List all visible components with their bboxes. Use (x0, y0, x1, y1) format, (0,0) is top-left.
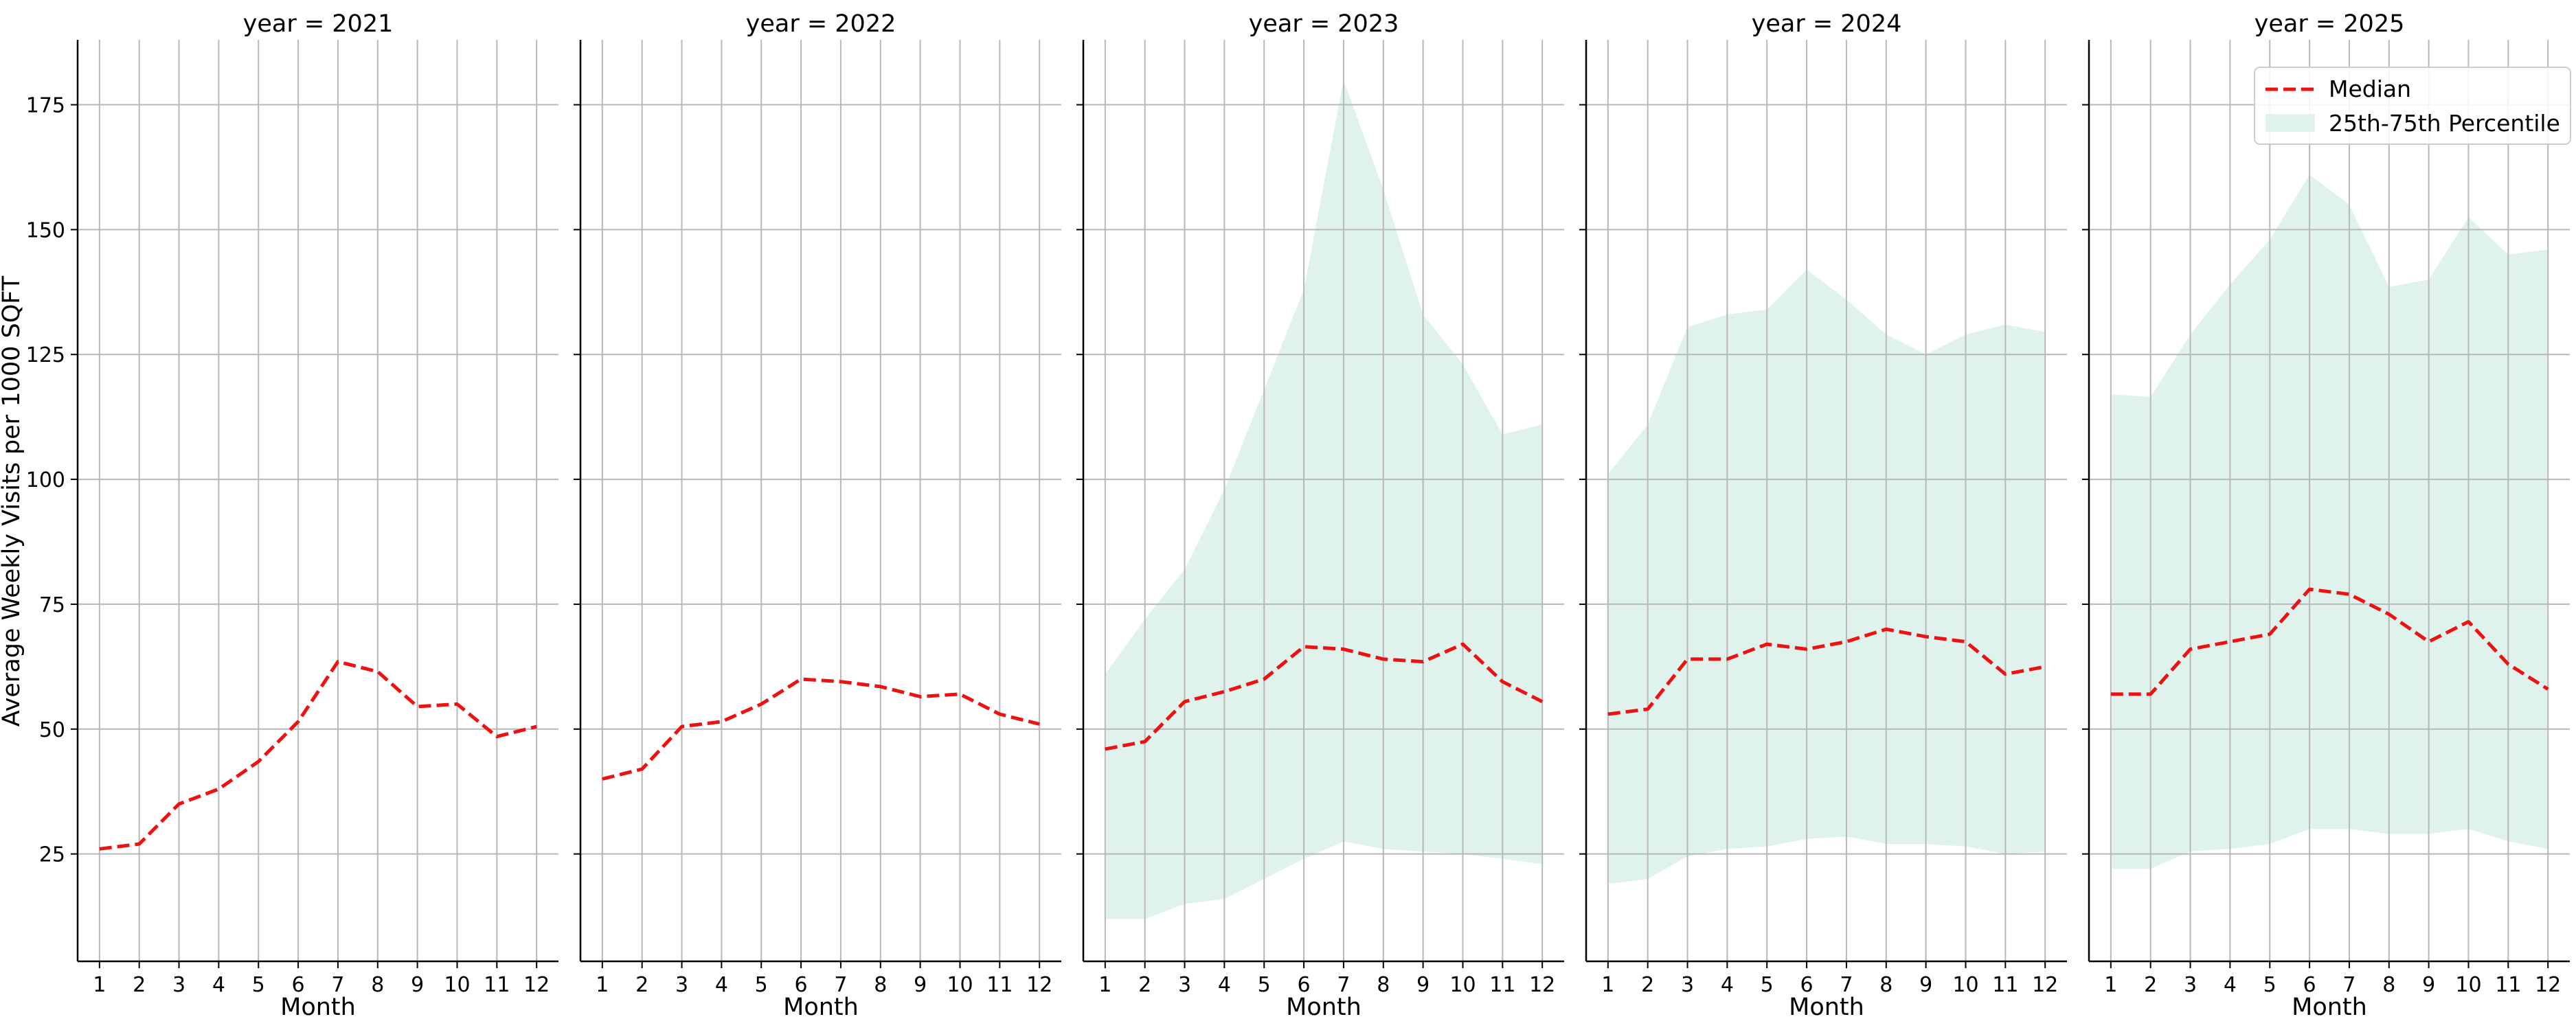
x-tick-label: 12 (2535, 973, 2561, 997)
x-axis-label: Month (1286, 994, 1362, 1021)
panel-title: year = 2021 (243, 10, 394, 38)
legend: Median 25th-75th Percentile (2254, 67, 2571, 145)
x-tick-label: 10 (2455, 973, 2481, 997)
x-tick-label: 2 (1138, 973, 1151, 997)
x-tick-label: 6 (1298, 973, 1311, 997)
x-tick-label: 5 (755, 973, 768, 997)
x-tick-label: 4 (1218, 973, 1231, 997)
x-tick-label: 10 (947, 973, 973, 997)
y-tick-label: 150 (26, 218, 65, 242)
x-tick-label: 4 (2224, 973, 2237, 997)
x-tick-label: 5 (252, 973, 265, 997)
x-tick-label: 3 (2184, 973, 2197, 997)
x-tick-label: 2 (2144, 973, 2157, 997)
x-tick-label: 10 (1952, 973, 1978, 997)
x-tick-label: 7 (331, 973, 344, 997)
x-tick-label: 9 (1416, 973, 1430, 997)
x-tick-label: 9 (914, 973, 927, 997)
x-tick-label: 3 (1178, 973, 1191, 997)
panel-title: year = 2023 (1249, 10, 1399, 38)
median-line (1607, 627, 2046, 716)
x-tick-label: 1 (93, 973, 106, 997)
x-tick-label: 8 (1879, 973, 1893, 997)
x-tick-label: 6 (2303, 973, 2316, 997)
x-tick-label: 8 (1377, 973, 1390, 997)
x-tick-label: 4 (715, 973, 728, 997)
x-tick-label: 10 (444, 973, 470, 997)
x-tick-label: 10 (1449, 973, 1476, 997)
x-tick-label: 7 (1337, 973, 1350, 997)
x-tick-label: 3 (172, 973, 185, 997)
x-tick-label: 6 (292, 973, 305, 997)
x-tick-label: 1 (1601, 973, 1614, 997)
x-tick-label: 9 (2422, 973, 2435, 997)
panel-title: year = 2025 (2255, 10, 2405, 38)
percentile-band (2110, 174, 2549, 869)
x-tick-label: 1 (596, 973, 609, 997)
x-tick-label: 7 (834, 973, 847, 997)
x-tick-label: 7 (2342, 973, 2355, 997)
x-tick-label: 2 (1641, 973, 1654, 997)
percentile-band (1607, 269, 2046, 884)
x-axis-label: Month (2292, 994, 2367, 1021)
x-tick-label: 1 (1098, 973, 1111, 997)
percentile-band (1105, 80, 1543, 919)
x-tick-label: 8 (371, 973, 384, 997)
x-tick-label: 5 (2263, 973, 2276, 997)
median-line (99, 660, 537, 851)
panel-title: year = 2024 (1752, 10, 1902, 38)
x-tick-label: 11 (1489, 973, 1515, 997)
legend-median-label: Median (2329, 76, 2411, 102)
x-tick-label: 11 (986, 973, 1013, 997)
x-axis-label: Month (280, 994, 356, 1021)
median-line (602, 677, 1040, 781)
x-tick-label: 2 (133, 973, 146, 997)
x-axis-label: Month (783, 994, 859, 1021)
x-tick-label: 8 (2382, 973, 2395, 997)
legend-band-label: 25th-75th Percentile (2329, 110, 2560, 137)
panel-title: year = 2022 (746, 10, 896, 38)
y-tick-label: 25 (39, 843, 65, 867)
x-axis-label: Month (1789, 994, 1864, 1021)
y-tick-label: 125 (26, 343, 65, 367)
x-tick-label: 12 (1026, 973, 1052, 997)
y-axis-label: Average Weekly Visits per 1000 SQFT (0, 275, 25, 726)
legend-box (2254, 67, 2571, 145)
x-tick-label: 11 (1992, 973, 2018, 997)
x-tick-label: 9 (411, 973, 424, 997)
median-line (2110, 587, 2549, 696)
x-tick-label: 7 (1840, 973, 1853, 997)
x-tick-label: 5 (1258, 973, 1271, 997)
x-tick-label: 12 (1529, 973, 1555, 997)
x-tick-label: 6 (1800, 973, 1814, 997)
x-tick-label: 2 (635, 973, 648, 997)
y-tick-label: 50 (39, 718, 65, 742)
x-tick-label: 12 (2032, 973, 2058, 997)
x-tick-label: 11 (2495, 973, 2521, 997)
x-tick-label: 3 (1681, 973, 1694, 997)
y-tick-label: 100 (26, 468, 65, 492)
x-tick-label: 4 (212, 973, 225, 997)
x-tick-label: 8 (874, 973, 887, 997)
x-tick-label: 6 (795, 973, 808, 997)
x-tick-label: 1 (2104, 973, 2117, 997)
legend-band-swatch (2266, 114, 2315, 132)
y-tick-label: 75 (39, 593, 65, 617)
y-tick-label: 175 (26, 94, 65, 118)
x-tick-label: 12 (523, 973, 550, 997)
median-line (1105, 642, 1544, 751)
x-tick-label: 3 (675, 973, 688, 997)
x-tick-label: 9 (1919, 973, 1932, 997)
x-tick-label: 4 (1721, 973, 1734, 997)
x-tick-label: 5 (1761, 973, 1774, 997)
x-tick-label: 11 (484, 973, 510, 997)
